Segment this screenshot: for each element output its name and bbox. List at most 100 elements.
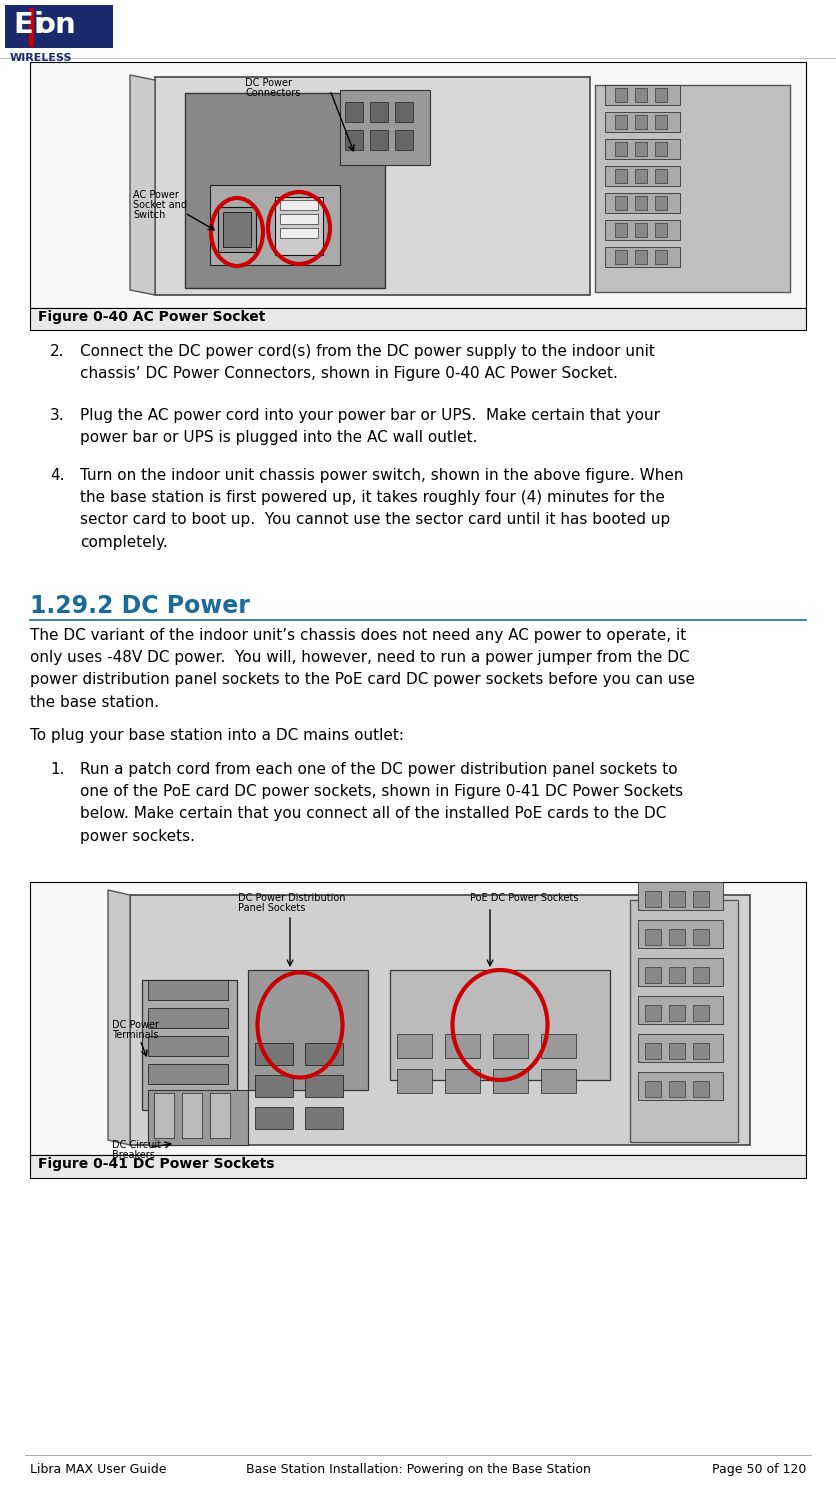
- Bar: [645, 1042, 661, 1059]
- Bar: [280, 228, 318, 238]
- Bar: [305, 1076, 343, 1096]
- Bar: [669, 891, 685, 908]
- Bar: [155, 76, 590, 296]
- Bar: [638, 1072, 723, 1100]
- Bar: [397, 1070, 432, 1094]
- Bar: [635, 116, 647, 129]
- Text: AC Power: AC Power: [133, 190, 179, 200]
- Bar: [655, 251, 667, 264]
- Text: Plug the AC power cord into your power bar or UPS.  Make certain that your
power: Plug the AC power cord into your power b…: [80, 408, 660, 446]
- Bar: [493, 1070, 528, 1094]
- Bar: [615, 170, 627, 183]
- Bar: [645, 968, 661, 982]
- Bar: [182, 1094, 202, 1138]
- Bar: [541, 1034, 576, 1058]
- Bar: [630, 900, 738, 1142]
- Bar: [148, 1036, 228, 1056]
- Bar: [255, 1107, 293, 1130]
- Bar: [395, 102, 413, 122]
- Bar: [645, 1005, 661, 1022]
- Bar: [148, 1008, 228, 1028]
- Bar: [638, 882, 723, 910]
- Bar: [635, 142, 647, 156]
- Text: Panel Sockets: Panel Sockets: [238, 903, 305, 914]
- Bar: [340, 90, 430, 165]
- Text: Connectors: Connectors: [245, 88, 300, 98]
- Text: Breakers: Breakers: [112, 1150, 155, 1160]
- Text: on: on: [36, 10, 77, 39]
- Bar: [635, 196, 647, 210]
- Bar: [615, 196, 627, 210]
- Bar: [5, 4, 113, 48]
- Text: Run a patch cord from each one of the DC power distribution panel sockets to
one: Run a patch cord from each one of the DC…: [80, 762, 683, 843]
- Bar: [605, 194, 680, 213]
- Bar: [493, 1034, 528, 1058]
- Text: Page 50 of 120: Page 50 of 120: [711, 1462, 806, 1476]
- Polygon shape: [108, 890, 130, 1144]
- Text: Base Station Installation: Powering on the Base Station: Base Station Installation: Powering on t…: [246, 1462, 590, 1476]
- Text: WIRELESS: WIRELESS: [10, 53, 73, 63]
- Bar: [210, 184, 340, 266]
- Text: 3.: 3.: [50, 408, 64, 423]
- Bar: [693, 891, 709, 908]
- Bar: [185, 93, 385, 288]
- Bar: [370, 130, 388, 150]
- Bar: [638, 958, 723, 986]
- Bar: [390, 970, 610, 1080]
- Bar: [30, 882, 806, 1155]
- Bar: [280, 214, 318, 223]
- Text: Socket and: Socket and: [133, 200, 187, 210]
- Bar: [30, 1155, 806, 1178]
- Bar: [445, 1070, 480, 1094]
- Text: PoE DC Power Sockets: PoE DC Power Sockets: [470, 892, 579, 903]
- Bar: [305, 1107, 343, 1130]
- Bar: [655, 116, 667, 129]
- Polygon shape: [130, 75, 155, 296]
- Bar: [638, 1034, 723, 1062]
- Bar: [645, 928, 661, 945]
- Text: Terminals: Terminals: [112, 1030, 159, 1039]
- Text: 4.: 4.: [50, 468, 64, 483]
- Bar: [142, 980, 237, 1110]
- Bar: [148, 1090, 248, 1144]
- Bar: [615, 142, 627, 156]
- Bar: [30, 308, 806, 330]
- Text: Connect the DC power cord(s) from the DC power supply to the indoor unit
chassis: Connect the DC power cord(s) from the DC…: [80, 344, 655, 381]
- Bar: [645, 891, 661, 908]
- Text: Turn on the indoor unit chassis power switch, shown in the above figure. When
th: Turn on the indoor unit chassis power sw…: [80, 468, 684, 549]
- Bar: [635, 170, 647, 183]
- Bar: [655, 170, 667, 183]
- Bar: [305, 1042, 343, 1065]
- Bar: [605, 220, 680, 240]
- Text: DC Circuit: DC Circuit: [112, 1140, 161, 1150]
- Bar: [395, 130, 413, 150]
- Bar: [615, 251, 627, 264]
- Bar: [655, 224, 667, 237]
- Bar: [370, 102, 388, 122]
- Text: Libra MAX User Guide: Libra MAX User Guide: [30, 1462, 166, 1476]
- Bar: [30, 62, 806, 308]
- Bar: [218, 207, 256, 252]
- Bar: [210, 1094, 230, 1138]
- Text: DC Power: DC Power: [245, 78, 292, 88]
- Text: DC Power: DC Power: [112, 1020, 159, 1031]
- Bar: [605, 112, 680, 132]
- Text: E: E: [13, 10, 33, 39]
- Bar: [255, 1076, 293, 1096]
- Bar: [655, 196, 667, 210]
- Bar: [693, 1005, 709, 1022]
- Bar: [445, 1034, 480, 1058]
- Text: 2.: 2.: [50, 344, 64, 358]
- Bar: [655, 142, 667, 156]
- Bar: [669, 928, 685, 945]
- Bar: [345, 102, 363, 122]
- Bar: [638, 996, 723, 1024]
- Text: To plug your base station into a DC mains outlet:: To plug your base station into a DC main…: [30, 728, 404, 742]
- Text: The DC variant of the indoor unit’s chassis does not need any AC power to operat: The DC variant of the indoor unit’s chas…: [30, 628, 695, 710]
- Text: Figure 0-40 AC Power Socket: Figure 0-40 AC Power Socket: [38, 310, 265, 324]
- Bar: [605, 166, 680, 186]
- Bar: [693, 1042, 709, 1059]
- Bar: [635, 224, 647, 237]
- Bar: [669, 1082, 685, 1096]
- Bar: [595, 86, 790, 292]
